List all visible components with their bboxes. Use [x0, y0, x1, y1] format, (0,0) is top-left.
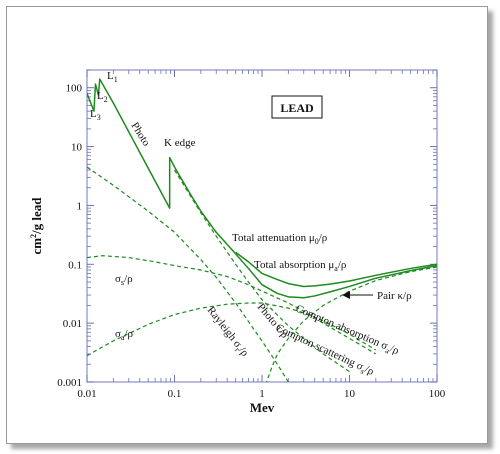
- series-pair: [265, 266, 437, 382]
- annot-l2: L2: [97, 90, 108, 104]
- lead-label: LEAD: [280, 101, 314, 115]
- y-tick-label: 0.001: [57, 377, 82, 389]
- annot-total-absorption: Total absorption μa/ρ: [254, 259, 347, 273]
- y-tick-label: 0.01: [63, 318, 82, 330]
- y-axis-title-main: cm: [29, 238, 44, 255]
- series-total-absorption: [235, 253, 437, 299]
- y-axis-title-tail: /g lead: [29, 197, 44, 235]
- annot-sigma-a: σa/ρ: [115, 328, 134, 342]
- x-tick-label: 0.01: [77, 388, 96, 400]
- annot-l1: L1: [107, 70, 118, 84]
- annot-total-attenuation: Total attenuation μ0/ρ: [232, 232, 328, 246]
- plot-frame: [86, 69, 438, 383]
- y-tick-label: 1: [77, 200, 83, 212]
- y-axis-title-sup: 2: [29, 234, 38, 238]
- lead-label-box: [271, 95, 323, 119]
- annot-l3: L3: [90, 108, 101, 122]
- y-tick-label: 100: [66, 83, 83, 95]
- series-photo: [87, 78, 237, 255]
- x-tick-label: 100: [429, 388, 446, 400]
- series-sigma-s: [87, 255, 377, 355]
- y-axis-title: cm2/g lead: [29, 197, 44, 255]
- x-tick-label: 10: [344, 388, 356, 400]
- series-sigma-a: [87, 302, 377, 357]
- y-tick-label: 10: [71, 142, 83, 154]
- annot-pair: Pair κ/ρ: [377, 290, 412, 302]
- series-rayleigh: [87, 166, 289, 382]
- x-tick-label: 0.1: [168, 388, 182, 400]
- annot-sigma-s: σs/ρ: [115, 273, 133, 287]
- annot-k-edge: K edge: [164, 137, 196, 149]
- x-tick-label: 1: [259, 388, 265, 400]
- y-tick-label: 0.1: [68, 259, 82, 271]
- series-total-attenuation: [235, 251, 437, 288]
- figure-card: 0.01 0.1 1 10 100 0.001 0.01 0.1 1 10 100 LEAD Mev…: [6, 6, 488, 444]
- x-axis-title: Mev: [250, 400, 275, 415]
- series-group: [87, 78, 437, 382]
